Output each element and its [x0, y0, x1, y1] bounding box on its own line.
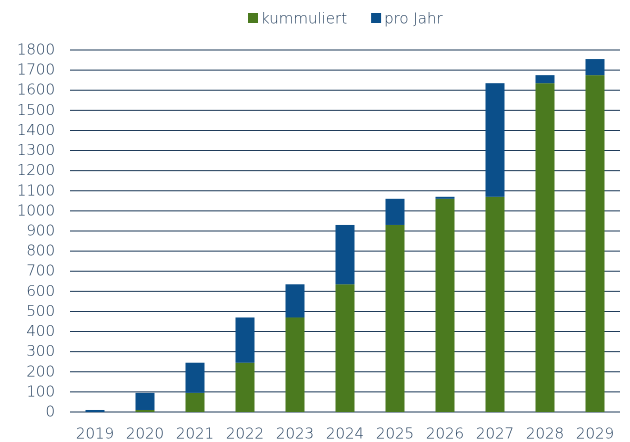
legend-swatch: [371, 13, 382, 23]
y-tick-label: 700: [26, 262, 55, 280]
y-tick-label: 1000: [17, 201, 55, 219]
bar-segment: [235, 362, 255, 412]
bar-segment: [185, 362, 205, 393]
y-tick-label: 1500: [17, 101, 55, 119]
bar-segment: [585, 59, 605, 76]
y-tick-label: 1700: [17, 61, 55, 79]
bar-segment: [85, 409, 105, 412]
bar-segment: [485, 196, 505, 412]
x-tick-label: 2023: [276, 425, 314, 442]
x-tick-label: 2024: [326, 425, 364, 442]
x-tick-label: 2020: [126, 425, 164, 442]
y-tick-label: 500: [26, 302, 55, 320]
bar-segment: [135, 409, 155, 412]
y-tick-label: 1300: [17, 141, 55, 159]
bar-segment: [335, 224, 355, 285]
y-tick-label: 0: [45, 403, 55, 421]
bar-segment: [135, 392, 155, 410]
x-tick-label: 2029: [576, 425, 614, 442]
y-tick-label: 1600: [17, 81, 55, 99]
y-tick-label: 800: [26, 242, 55, 260]
y-tick-label: 1800: [17, 41, 55, 59]
bar-segment: [535, 75, 555, 84]
legend-label: kummuliert: [261, 10, 347, 28]
y-tick-label: 400: [26, 322, 55, 340]
x-tick-label: 2022: [226, 425, 264, 442]
bar-segment: [185, 392, 205, 412]
bar-segment: [385, 198, 405, 225]
x-tick-label: 2027: [476, 425, 514, 442]
y-tick-label: 900: [26, 222, 55, 240]
y-tick-label: 1200: [17, 161, 55, 179]
legend-swatch: [248, 13, 258, 23]
y-tick-label: 300: [26, 342, 55, 360]
bar-segment: [585, 75, 605, 412]
bar-segment: [435, 198, 455, 412]
bar-segment: [285, 317, 305, 412]
x-tick-label: 2019: [76, 425, 114, 442]
y-tick-label: 1100: [17, 181, 55, 199]
x-tick-label: 2021: [176, 425, 214, 442]
bar-segment: [485, 83, 505, 197]
bar-segment: [435, 196, 455, 199]
y-tick-label: 600: [26, 282, 55, 300]
bar-segment: [335, 284, 355, 412]
x-tick-label: 2026: [426, 425, 464, 442]
bar-segment: [385, 224, 405, 412]
y-tick-label: 1400: [17, 121, 55, 139]
legend-label: pro Jahr: [384, 10, 443, 28]
x-tick-label: 2028: [526, 425, 564, 442]
x-tick-label: 2025: [376, 425, 414, 442]
y-tick-label: 100: [26, 382, 55, 400]
bar-segment: [235, 317, 255, 363]
y-tick-label: 200: [26, 362, 55, 380]
bar-segment: [535, 83, 555, 412]
bar-segment: [285, 284, 305, 318]
